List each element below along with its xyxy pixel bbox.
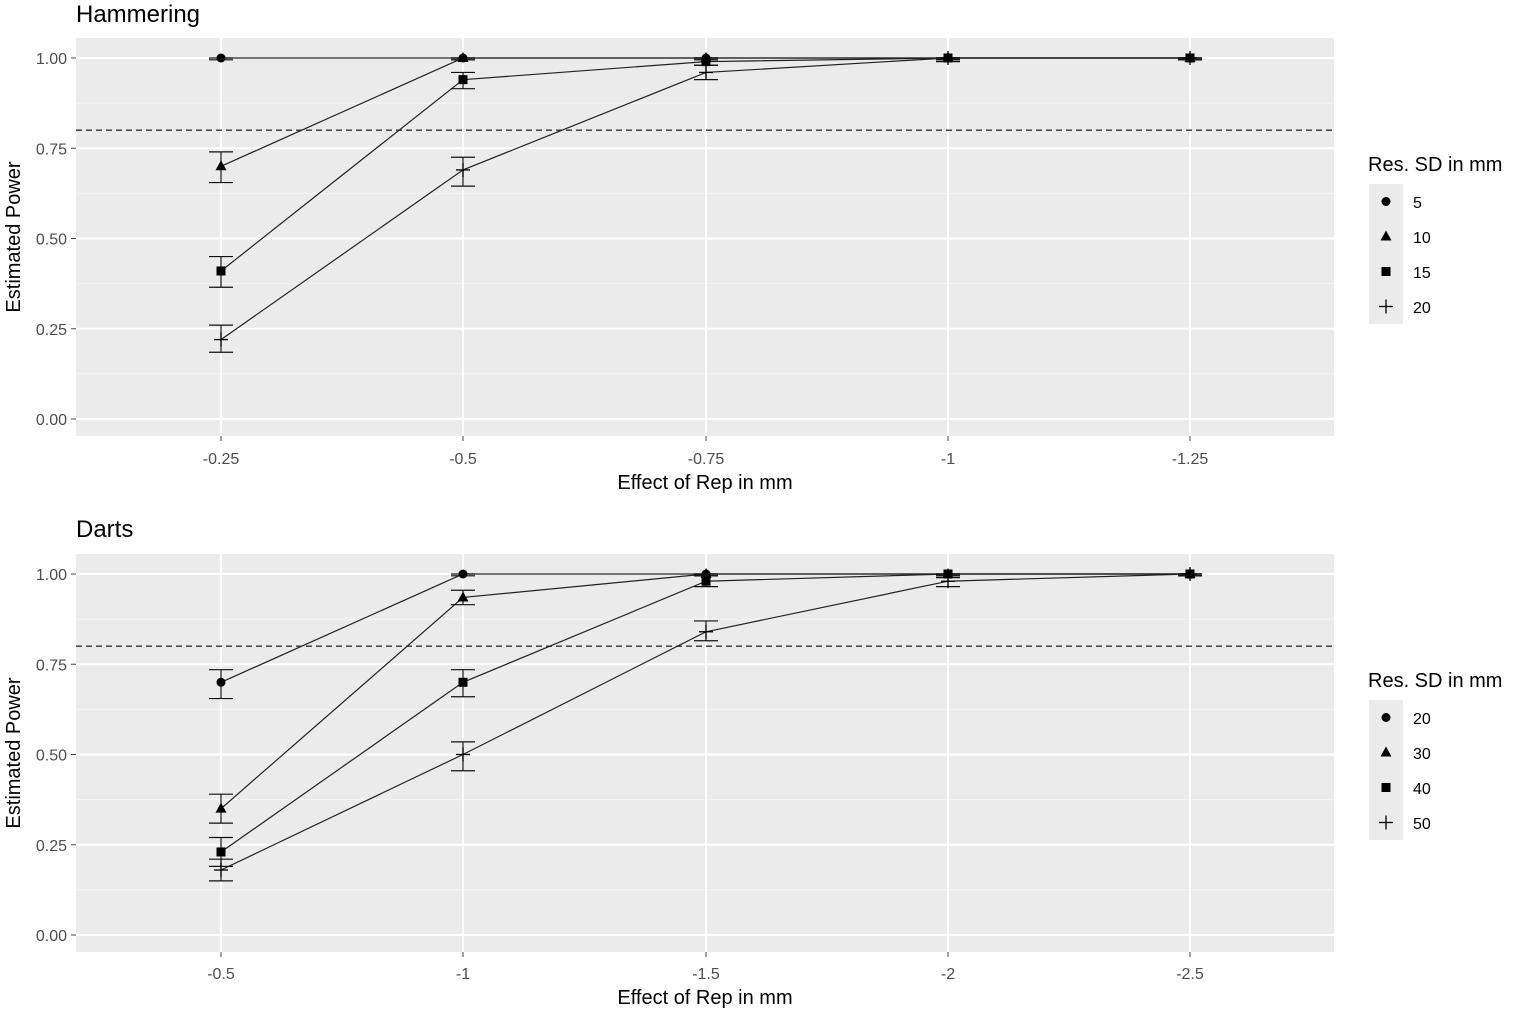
- data-point: [458, 75, 468, 85]
- y-tick-label: 0.50: [36, 232, 67, 249]
- data-point: [456, 747, 470, 762]
- y-tick-label: 0.75: [36, 141, 67, 158]
- y-axis-label: Estimated Power: [3, 677, 25, 829]
- y-tick-label: 0.50: [36, 748, 67, 765]
- data-point: [215, 802, 227, 813]
- legend-marker: [1379, 815, 1393, 830]
- y-tick-label: 1.00: [36, 51, 67, 68]
- legend-label: 5: [1413, 195, 1422, 212]
- data-point: [699, 624, 713, 639]
- legend: Res. SD in mm 5 10 15 20: [1368, 154, 1502, 324]
- legend-marker: [1381, 267, 1391, 276]
- x-tick-label: -2.5: [1176, 966, 1204, 983]
- x-tick-label: -0.75: [688, 451, 725, 468]
- data-point: [1183, 567, 1197, 581]
- legend-marker: [1380, 230, 1392, 241]
- chart-panel-darts: Darts 0.00 0.25 0.50 0.75 1.00 -0.5 -1 -1.5 -2 -2.…: [3, 516, 1502, 1009]
- data-point: [216, 53, 226, 63]
- legend-label: 10: [1413, 230, 1431, 247]
- y-tick-label: 0.75: [36, 657, 67, 674]
- legend-label: 30: [1413, 746, 1431, 763]
- legend-marker: [1381, 713, 1391, 722]
- x-tick-label: -2: [941, 966, 955, 983]
- data-point: [701, 576, 711, 586]
- y-tick-label: 0.25: [36, 838, 67, 855]
- x-tick-label: -0.25: [203, 451, 240, 468]
- x-axis-label: Effect of Rep in mm: [617, 472, 792, 494]
- y-tick-label: 1.00: [36, 567, 67, 584]
- legend-title: Res. SD in mm: [1368, 670, 1502, 692]
- legend-title: Res. SD in mm: [1368, 154, 1502, 176]
- data-point: [458, 677, 468, 687]
- data-point: [699, 65, 713, 80]
- legend-marker: [1380, 746, 1392, 757]
- y-tick-label: 0.25: [36, 322, 67, 339]
- x-tick-label: -1: [456, 966, 470, 983]
- legend-label: 40: [1413, 781, 1431, 798]
- x-tick-label: -0.5: [449, 451, 477, 468]
- data-point: [456, 162, 470, 177]
- legend: Res. SD in mm 20 30 40 50: [1368, 670, 1502, 840]
- data-point: [941, 51, 955, 65]
- x-tick-label: -0.5: [207, 966, 235, 983]
- chart-title: Darts: [76, 516, 133, 543]
- data-point: [215, 160, 227, 171]
- data-point: [216, 266, 226, 276]
- data-point: [457, 591, 469, 602]
- data-point: [458, 569, 468, 579]
- data-point: [216, 847, 226, 857]
- data-point: [1183, 51, 1197, 65]
- chart-panel-hammering: Hammering 0.00 0.25 0.50 0.75 1.00 -0.25 -0.5 -0…: [3, 1, 1502, 494]
- legend-label: 20: [1413, 711, 1431, 728]
- x-tick-label: -1.25: [1172, 451, 1209, 468]
- data-point: [943, 569, 953, 579]
- y-tick-label: 0.00: [36, 928, 67, 945]
- series-20: [209, 51, 1202, 353]
- x-axis-label: Effect of Rep in mm: [617, 987, 792, 1009]
- data-point: [214, 863, 228, 878]
- legend-label: 20: [1413, 300, 1431, 317]
- x-tick-label: -1: [941, 451, 955, 468]
- data-point: [457, 52, 469, 62]
- legend-label: 15: [1413, 265, 1431, 282]
- legend-label: 50: [1413, 816, 1431, 833]
- x-tick-label: -1.5: [692, 966, 720, 983]
- data-point: [701, 57, 711, 67]
- y-axis-label: Estimated Power: [3, 161, 25, 313]
- y-tick-label: 0.00: [36, 412, 67, 429]
- data-point: [941, 574, 955, 589]
- chart-title: Hammering: [76, 1, 200, 28]
- legend-marker: [1381, 197, 1391, 206]
- legend-marker: [1379, 299, 1393, 314]
- data-point: [214, 332, 228, 347]
- legend-marker: [1381, 783, 1391, 792]
- data-point: [216, 677, 226, 687]
- series-50: [209, 567, 1202, 882]
